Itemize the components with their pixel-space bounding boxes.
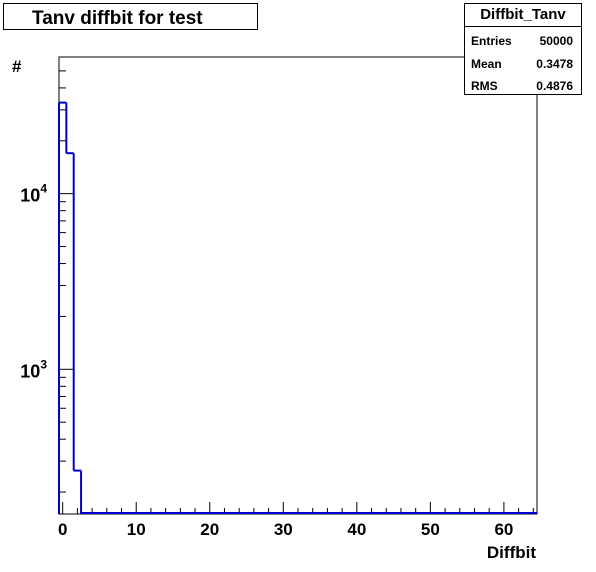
chart-title: Tanv diffbit for test [32, 8, 203, 29]
x-tick-label: 50 [421, 520, 440, 539]
stats-histogram-name: Diffbit_Tanv [465, 4, 581, 27]
stats-rms-label: RMS [471, 79, 498, 93]
stats-entries-label: Entries [471, 34, 512, 48]
y-tick-label: 104 [20, 182, 47, 206]
chart-title-box: Tanv diffbit for test [3, 3, 258, 30]
stats-entries-value: 50000 [539, 34, 573, 48]
stats-rms-value: 0.4876 [536, 79, 573, 93]
x-tick-label: 10 [127, 520, 146, 539]
x-axis-label: Diffbit [487, 543, 536, 562]
x-tick-label: 40 [347, 520, 366, 539]
x-tick-label: 0 [58, 520, 67, 539]
y-axis-label: # [12, 57, 22, 76]
stats-mean-value: 0.3478 [536, 57, 573, 71]
stats-mean-label: Mean [471, 57, 502, 71]
y-tick-label: 103 [20, 357, 47, 381]
statistics-box: Diffbit_Tanv Entries 50000 Mean 0.3478 R… [464, 3, 582, 95]
plot-frame [58, 56, 538, 515]
x-tick-label: 60 [494, 520, 513, 539]
x-tick-label: 20 [200, 520, 219, 539]
x-tick-label: 30 [274, 520, 293, 539]
